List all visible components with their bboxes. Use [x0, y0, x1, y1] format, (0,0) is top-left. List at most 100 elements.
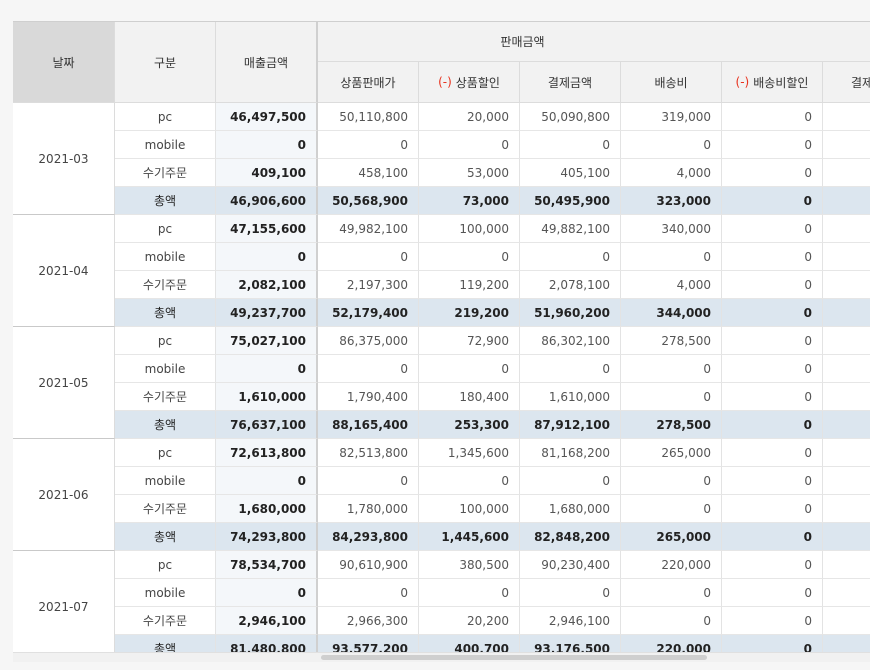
cell-v6: [823, 607, 870, 635]
cell-v5: 0: [722, 159, 823, 187]
table-row: pc 46,497,500 50,110,800 20,000 50,090,800 31…: [115, 103, 870, 131]
cell-v5: 0: [722, 607, 823, 635]
cell-v6: [823, 187, 870, 215]
cell-sales: 2,946,100: [216, 607, 318, 635]
header-sub-3[interactable]: 배송비: [621, 62, 722, 103]
cell-kind: mobile: [115, 467, 216, 495]
cell-v2: 20,000: [419, 103, 520, 131]
sales-table: 날짜 구분 매출금액 판매금액 상품판매가 (-) 상품할인 결제금액 배송비 (-) 배송…: [13, 21, 870, 662]
cell-v1: 0: [318, 355, 419, 383]
cell-v1: 1,790,400: [318, 383, 419, 411]
cell-v1: 0: [318, 131, 419, 159]
cell-v6: [823, 579, 870, 607]
cell-v5: 0: [722, 467, 823, 495]
cell-v2: 119,200: [419, 271, 520, 299]
cell-v3: 0: [520, 467, 621, 495]
cell-kind: pc: [115, 215, 216, 243]
month-group: 2021-07 pc 78,534,700 90,610,900 380,500 90,2…: [13, 551, 870, 662]
cell-v1: 90,610,900: [318, 551, 419, 579]
cell-v4: 319,000: [621, 103, 722, 131]
month-group: 2021-05 pc 75,027,100 86,375,000 72,900 86,30…: [13, 327, 870, 439]
cell-v6: [823, 215, 870, 243]
table-row: 수기주문 1,680,000 1,780,000 100,000 1,680,000 0 0: [115, 495, 870, 523]
cell-v1: 0: [318, 579, 419, 607]
cell-kind: mobile: [115, 243, 216, 271]
cell-kind: 총액: [115, 523, 216, 551]
cell-v3: 405,100: [520, 159, 621, 187]
header-sub-label: 배송비할인: [753, 75, 809, 90]
header-kind[interactable]: 구분: [115, 22, 216, 103]
cell-v2: 253,300: [419, 411, 520, 439]
cell-v1: 82,513,800: [318, 439, 419, 467]
cell-v2: 0: [419, 467, 520, 495]
table-total-row: 총액 49,237,700 52,179,400 219,200 51,960,200 3…: [115, 299, 870, 327]
cell-v1: 50,110,800: [318, 103, 419, 131]
cell-v4: 4,000: [621, 159, 722, 187]
cell-v2: 53,000: [419, 159, 520, 187]
cell-v4: 265,000: [621, 523, 722, 551]
cell-v5: 0: [722, 327, 823, 355]
cell-sales: 49,237,700: [216, 299, 318, 327]
cell-v4: 0: [621, 467, 722, 495]
cell-v6: [823, 523, 870, 551]
cell-v2: 380,500: [419, 551, 520, 579]
cell-sales: 1,680,000: [216, 495, 318, 523]
cell-kind: 수기주문: [115, 495, 216, 523]
scrollbar-thumb[interactable]: [321, 655, 707, 660]
table-row: pc 72,613,800 82,513,800 1,345,600 81,168,20…: [115, 439, 870, 467]
cell-v1: 84,293,800: [318, 523, 419, 551]
cell-kind: 수기주문: [115, 271, 216, 299]
cell-kind: 총액: [115, 299, 216, 327]
cell-v3: 0: [520, 355, 621, 383]
header-date[interactable]: 날짜: [13, 22, 115, 103]
cell-sales: 74,293,800: [216, 523, 318, 551]
table-row: pc 75,027,100 86,375,000 72,900 86,302,100 27…: [115, 327, 870, 355]
header-sub-2[interactable]: 결제금액: [520, 62, 621, 103]
table-row: mobile 0 0 0 0 0 0: [115, 355, 870, 383]
cell-v5: 0: [722, 187, 823, 215]
cell-kind: mobile: [115, 579, 216, 607]
cell-v3: 2,078,100: [520, 271, 621, 299]
minus-sign: (-): [438, 75, 452, 89]
header-sales[interactable]: 매출금액: [216, 22, 318, 103]
cell-v3: 1,610,000: [520, 383, 621, 411]
cell-kind: pc: [115, 439, 216, 467]
header-sub-5[interactable]: 결제: [823, 62, 870, 103]
horizontal-scrollbar[interactable]: [13, 652, 870, 662]
cell-v1: 49,982,100: [318, 215, 419, 243]
cell-v5: 0: [722, 215, 823, 243]
cell-v1: 458,100: [318, 159, 419, 187]
header-sub-label: 결제: [851, 75, 870, 90]
cell-kind: 총액: [115, 187, 216, 215]
header-sub-0[interactable]: 상품판매가: [318, 62, 419, 103]
cell-v6: [823, 467, 870, 495]
cell-sales: 75,027,100: [216, 327, 318, 355]
cell-v5: 0: [722, 271, 823, 299]
cell-v6: [823, 551, 870, 579]
table-row: 수기주문 2,946,100 2,966,300 20,200 2,946,100 0 0: [115, 607, 870, 635]
cell-v4: 265,000: [621, 439, 722, 467]
table-row: 수기주문 409,100 458,100 53,000 405,100 4,000 0: [115, 159, 870, 187]
cell-v3: 50,495,900: [520, 187, 621, 215]
cell-v6: [823, 439, 870, 467]
date-cell: 2021-05: [13, 327, 115, 439]
cell-v6: [823, 243, 870, 271]
cell-kind: 수기주문: [115, 383, 216, 411]
table-row: mobile 0 0 0 0 0 0: [115, 579, 870, 607]
header-sub-1[interactable]: (-) 상품할인: [419, 62, 520, 103]
date-cell: 2021-04: [13, 215, 115, 327]
cell-sales: 46,497,500: [216, 103, 318, 131]
cell-v6: [823, 271, 870, 299]
cell-v5: 0: [722, 243, 823, 271]
header-sub-4[interactable]: (-) 배송비할인: [722, 62, 823, 103]
cell-v6: [823, 159, 870, 187]
cell-v6: [823, 355, 870, 383]
header-sub-label: 상품할인: [455, 75, 500, 90]
cell-v1: 1,780,000: [318, 495, 419, 523]
cell-v3: 82,848,200: [520, 523, 621, 551]
cell-v2: 100,000: [419, 495, 520, 523]
cell-v2: 1,445,600: [419, 523, 520, 551]
cell-v5: 0: [722, 383, 823, 411]
cell-v6: [823, 103, 870, 131]
cell-v4: 0: [621, 243, 722, 271]
